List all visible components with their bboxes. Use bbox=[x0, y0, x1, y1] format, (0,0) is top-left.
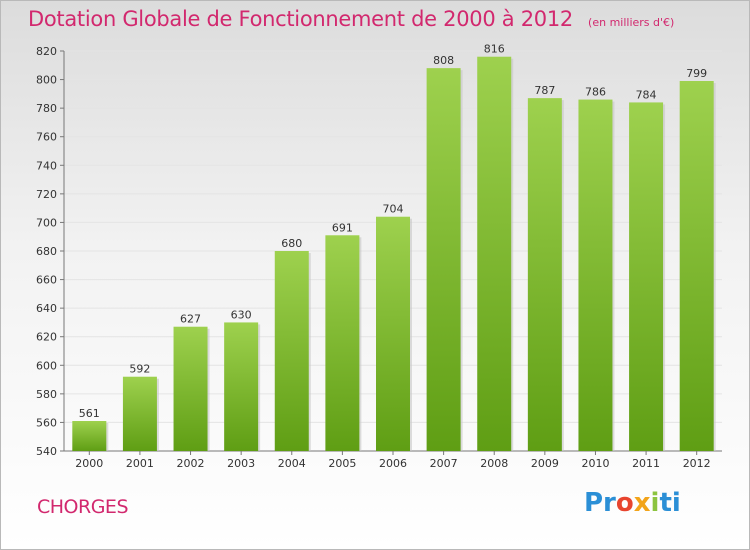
chart-title: Dotation Globale de Fonctionnement de 20… bbox=[28, 7, 573, 31]
commune-name: CHORGES bbox=[37, 496, 129, 518]
data-label: 561 bbox=[79, 407, 100, 420]
y-tick-label: 640 bbox=[36, 302, 57, 315]
y-tick-label: 620 bbox=[36, 331, 57, 344]
y-tick-label: 800 bbox=[36, 74, 57, 87]
bar bbox=[122, 376, 157, 451]
y-tick-label: 780 bbox=[36, 102, 57, 115]
x-tick-labels: 2000 2001 2002 2003 2004 2005 2006 2007 2008 2009… bbox=[75, 451, 711, 470]
bar bbox=[72, 421, 107, 451]
bar bbox=[274, 251, 309, 451]
x-tick-label: 2001 bbox=[126, 457, 154, 470]
data-label: 784 bbox=[636, 88, 657, 101]
logo-letter-o: o bbox=[615, 488, 634, 518]
bar bbox=[376, 216, 410, 451]
bar bbox=[426, 68, 461, 452]
data-label: 691 bbox=[332, 221, 353, 234]
bar bbox=[629, 102, 664, 451]
data-labels: 561 592 627 630 680 691 704 808 816 787 786 784 799 bbox=[79, 43, 707, 420]
data-label: 627 bbox=[180, 313, 201, 326]
bar bbox=[224, 322, 259, 451]
x-tick-label: 2003 bbox=[227, 457, 255, 470]
bars bbox=[72, 56, 716, 452]
data-label: 630 bbox=[231, 308, 252, 321]
logo-letters-pr: Pr bbox=[584, 488, 616, 518]
bar bbox=[527, 98, 562, 452]
y-tick-label: 540 bbox=[36, 445, 57, 458]
data-label: 799 bbox=[686, 67, 707, 80]
x-tick-label: 2004 bbox=[278, 457, 306, 470]
y-tick-label: 820 bbox=[36, 45, 57, 58]
x-tick-label: 2007 bbox=[430, 457, 458, 470]
y-tick-label: 720 bbox=[36, 188, 57, 201]
data-label: 786 bbox=[585, 86, 606, 99]
data-label: 680 bbox=[281, 237, 302, 250]
bar bbox=[325, 235, 360, 451]
x-tick-label: 2008 bbox=[480, 457, 508, 470]
x-tick-label: 2010 bbox=[581, 457, 609, 470]
data-label: 787 bbox=[534, 84, 555, 97]
logo-letter-i: i bbox=[650, 488, 660, 518]
data-label: 592 bbox=[129, 363, 150, 376]
bar bbox=[578, 99, 613, 452]
bar bbox=[679, 81, 714, 451]
x-tick-label: 2006 bbox=[379, 457, 407, 470]
data-label: 808 bbox=[433, 54, 454, 67]
x-tick-label: 2011 bbox=[632, 457, 660, 470]
y-tick-label: 680 bbox=[36, 245, 57, 258]
x-tick-label: 2000 bbox=[75, 457, 103, 470]
data-label: 816 bbox=[484, 43, 505, 56]
y-tick-label: 580 bbox=[36, 388, 57, 401]
logo-letter-x: x bbox=[633, 488, 651, 518]
y-tick-label: 660 bbox=[36, 274, 57, 287]
y-tick-label: 600 bbox=[36, 359, 57, 372]
y-tick-label: 700 bbox=[36, 216, 57, 229]
y-tick-label: 560 bbox=[36, 416, 57, 429]
logo-letters-ti: ti bbox=[659, 488, 681, 518]
x-tick-label: 2012 bbox=[683, 457, 711, 470]
y-tick-label: 760 bbox=[36, 131, 57, 144]
bar bbox=[477, 56, 512, 451]
x-tick-label: 2005 bbox=[328, 457, 356, 470]
y-tick-label: 740 bbox=[36, 159, 57, 172]
x-tick-label: 2009 bbox=[531, 457, 559, 470]
proxiti-logo: Proxiti bbox=[584, 488, 681, 518]
chart-title-row: Dotation Globale de Fonctionnement de 20… bbox=[28, 7, 674, 31]
chart-unit: (en milliers d'€) bbox=[588, 16, 675, 29]
y-tick-labels: 540 560 580 600 620 640 660 680 700 720 740 760 780 8… bbox=[36, 45, 57, 458]
data-label: 704 bbox=[383, 203, 404, 216]
bar bbox=[173, 326, 208, 451]
x-tick-label: 2002 bbox=[177, 457, 205, 470]
